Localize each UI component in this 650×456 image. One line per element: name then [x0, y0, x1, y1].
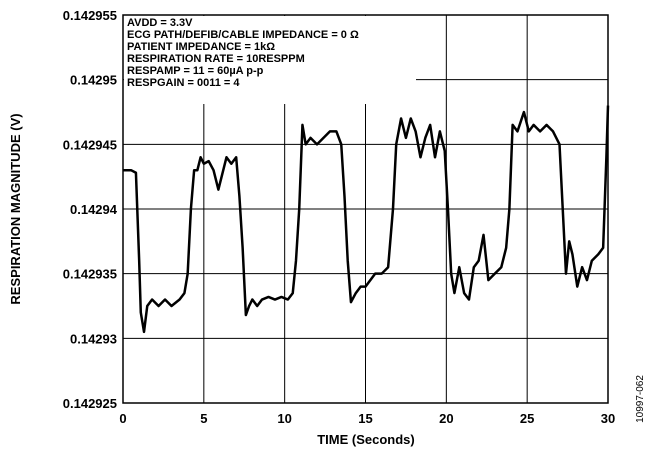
figure-id: 10997-062 [635, 375, 646, 423]
y-axis-label: RESPIRATION MAGNITUDE (V) [8, 113, 23, 304]
y-tick-label: 0.142945 [63, 137, 117, 152]
y-tick-label: 0.142955 [63, 8, 117, 23]
annotation-box [124, 16, 416, 104]
y-tick-label: 0.142925 [63, 396, 117, 411]
x-tick-label: 25 [520, 411, 534, 426]
x-tick-label: 15 [358, 411, 372, 426]
plot-frame [122, 14, 609, 404]
annotation: PATIENT IMPEDANCE = 1kΩ [127, 41, 275, 53]
y-tick-label: 0.14295 [70, 73, 117, 88]
annotation: RESPGAIN = 0011 = 4 [127, 77, 240, 89]
annotation: RESPAMP = 11 = 60µA p-p [127, 65, 264, 77]
x-tick-label: 10 [277, 411, 291, 426]
annotation: RESPIRATION RATE = 10RESPPM [127, 53, 305, 65]
annotation: AVDD = 3.3V [127, 17, 193, 29]
data-line [123, 105, 610, 334]
x-axis-label: TIME (Seconds) [317, 432, 415, 447]
x-tick-label: 0 [119, 411, 126, 426]
x-tick-label: 5 [200, 411, 207, 426]
x-tick-label: 20 [439, 411, 453, 426]
y-tick-label: 0.14294 [70, 202, 118, 217]
annotation: ECG PATH/DEFIB/CABLE IMPEDANCE = 0 Ω [127, 29, 359, 41]
x-tick-label: 30 [601, 411, 615, 426]
y-tick-label: 0.14293 [70, 331, 117, 346]
y-tick-label: 0.142935 [63, 267, 117, 282]
